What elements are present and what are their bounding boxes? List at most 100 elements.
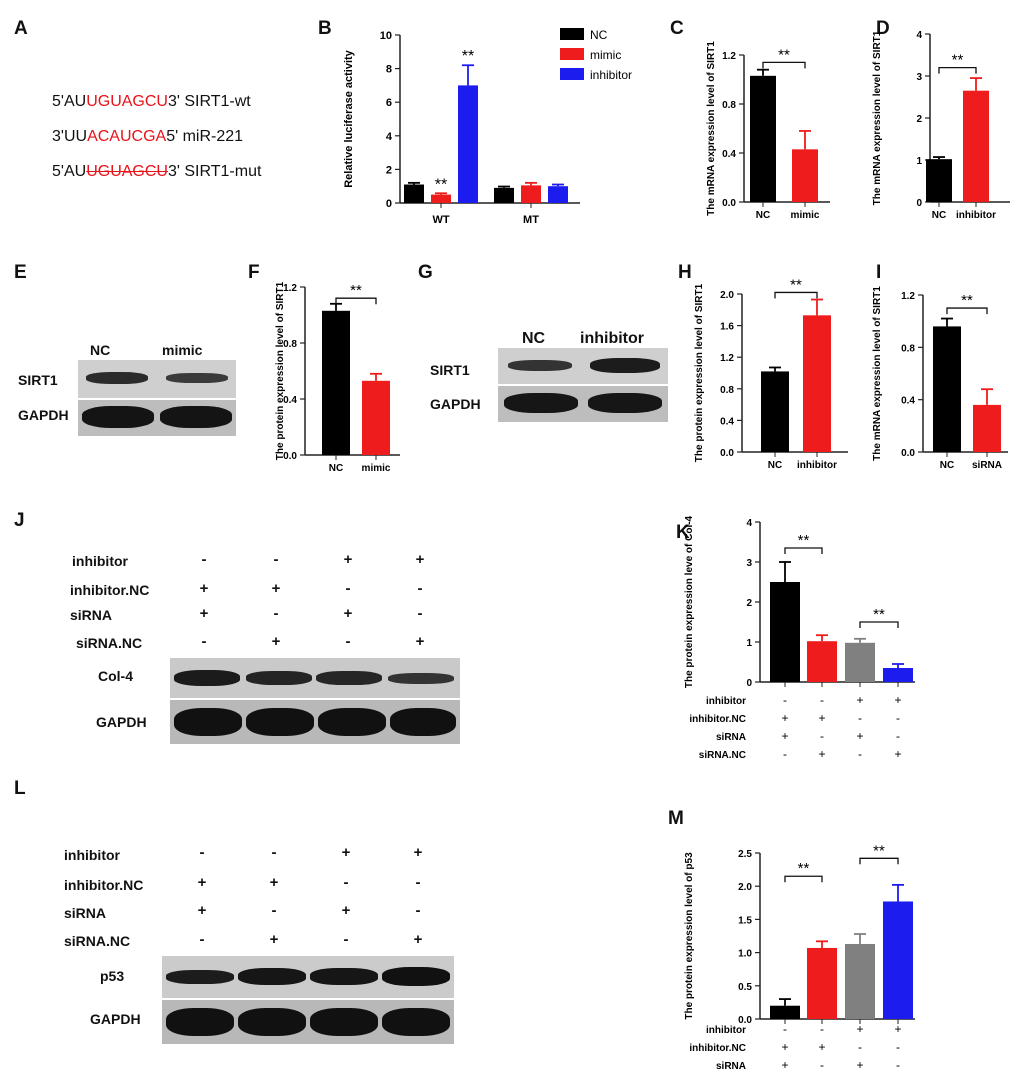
- y-tick-label: 1.6: [720, 322, 734, 333]
- bar-group-1: [770, 1005, 800, 1019]
- y-tick-label: 0.0: [283, 451, 297, 462]
- y-tick-label: 1: [746, 638, 752, 649]
- bar-NC: [404, 184, 424, 203]
- sign-plus: +: [894, 1022, 901, 1036]
- sign-minus: -: [858, 711, 862, 725]
- significance-bracket: [784, 875, 823, 883]
- y-tick-label: 0: [386, 198, 392, 210]
- band: [160, 406, 232, 428]
- sign-plus: +: [269, 874, 279, 891]
- band-strip-gapdh: [162, 1000, 454, 1044]
- significance-label: **: [873, 606, 885, 623]
- y-tick-label: 0.8: [283, 339, 297, 350]
- panel-label-e: E: [14, 262, 27, 283]
- sign-minus: -: [783, 693, 787, 707]
- significance-label: **: [873, 842, 885, 859]
- panel-label-l: L: [14, 778, 26, 799]
- legend-label-mimic: mimic: [590, 48, 621, 62]
- band: [390, 708, 456, 736]
- band: [388, 673, 454, 684]
- sign-plus: +: [781, 1040, 788, 1054]
- y-tick-label: 0.4: [722, 149, 736, 160]
- band: [382, 1008, 450, 1036]
- seq-prefix: 5'AU: [52, 93, 87, 110]
- band: [238, 1008, 306, 1036]
- sign-minus: -: [199, 844, 205, 861]
- legend-swatch-inhibitor: [560, 68, 584, 80]
- y-tick-label: 2: [916, 114, 922, 125]
- sign-plus: +: [781, 1058, 788, 1072]
- blot-row-gapdh: GAPDH: [18, 407, 69, 423]
- sign-minus: -: [273, 605, 279, 622]
- cond-label-inhibitor: inhibitor: [706, 1025, 746, 1036]
- y-tick-label: 3: [746, 558, 752, 569]
- sign-minus: -: [858, 747, 862, 761]
- y-tick-label: 10: [380, 30, 392, 42]
- y-tick-label: 3: [916, 72, 922, 83]
- significance-bracket: [859, 857, 899, 865]
- y-tick-label: 4: [916, 30, 922, 41]
- sign-minus: -: [271, 844, 277, 861]
- band: [238, 968, 306, 985]
- sign-plus: +: [199, 605, 209, 622]
- band-strip-gapdh: [170, 700, 460, 744]
- blot-row-sirt1: SIRT1: [18, 372, 58, 388]
- blot-col-inhibitor: inhibitor: [580, 330, 644, 347]
- sign-minus: -: [345, 633, 351, 650]
- x-tick-label: siRNA: [972, 460, 1002, 471]
- band-strip-sirt1: [498, 348, 668, 384]
- x-tick-label: NC: [768, 460, 782, 471]
- bar-group-2: [807, 641, 837, 682]
- sign-minus: -: [783, 747, 787, 761]
- cond-label-sirna: siRNA: [716, 732, 746, 743]
- bar-inhibitor: [458, 85, 478, 203]
- y-tick-label: 0.0: [901, 448, 915, 459]
- band-strip-gapdh: [78, 400, 236, 436]
- y-tick-label: 2.0: [738, 882, 752, 893]
- y-axis-label: The mRNA expression level of SIRT1: [872, 30, 883, 205]
- band: [508, 360, 572, 371]
- significance-label: **: [778, 46, 790, 63]
- x-tick-label: inhibitor: [797, 460, 837, 471]
- blot-col-nc: NC: [90, 342, 111, 358]
- significance-bracket: [946, 307, 988, 315]
- sign-plus: +: [818, 747, 825, 761]
- band-strip-sirt1: [78, 360, 236, 398]
- bar-NC: [761, 371, 789, 452]
- seq-core-mutated: UGUAGCU: [86, 163, 168, 180]
- y-tick-label: 2: [386, 164, 392, 176]
- sign-plus: +: [856, 729, 863, 743]
- western-blot-e: NC mimic SIRT1 GAPDH: [14, 280, 236, 440]
- seq-core: ACAUCGA: [87, 128, 167, 145]
- seq-prefix: 3'UU: [52, 128, 88, 145]
- blot-row-p53: p53: [100, 968, 125, 984]
- sign-plus: +: [343, 551, 353, 568]
- x-tick-label: inhibitor: [956, 210, 996, 221]
- significance-label: **: [462, 48, 474, 65]
- band: [504, 393, 578, 413]
- sign-plus: +: [781, 711, 788, 725]
- y-tick-label: 0.5: [738, 982, 752, 993]
- western-blot-g: NC inhibitor SIRT1 GAPDH: [418, 280, 668, 430]
- bar-mimic: [521, 185, 541, 203]
- bar-group-4: [883, 668, 913, 682]
- y-tick-label: 1.2: [722, 51, 736, 62]
- y-tick-label: 0.8: [901, 343, 915, 354]
- y-tick-label: 4: [386, 131, 393, 143]
- band-strip-gapdh: [498, 386, 668, 422]
- cond-label-sirna-nc: siRNA.NC: [76, 635, 143, 651]
- cond-label-sirna: siRNA: [716, 1061, 746, 1072]
- bar-inhibitor: [803, 315, 831, 452]
- bar-inhibitor: [963, 90, 989, 202]
- y-tick-label: 1.2: [720, 353, 734, 364]
- y-tick-label: 2.5: [738, 849, 752, 860]
- sign-plus: +: [856, 1022, 863, 1036]
- sign-minus: -: [343, 874, 349, 891]
- band: [382, 967, 450, 986]
- bar-group-3: [845, 943, 875, 1019]
- band-strip-p53: [162, 956, 454, 998]
- blot-row-gapdh: GAPDH: [430, 396, 481, 412]
- cond-label-sirna-nc: siRNA.NC: [64, 933, 131, 949]
- y-axis-label: The mRNA expression level of SIRT1: [706, 41, 717, 216]
